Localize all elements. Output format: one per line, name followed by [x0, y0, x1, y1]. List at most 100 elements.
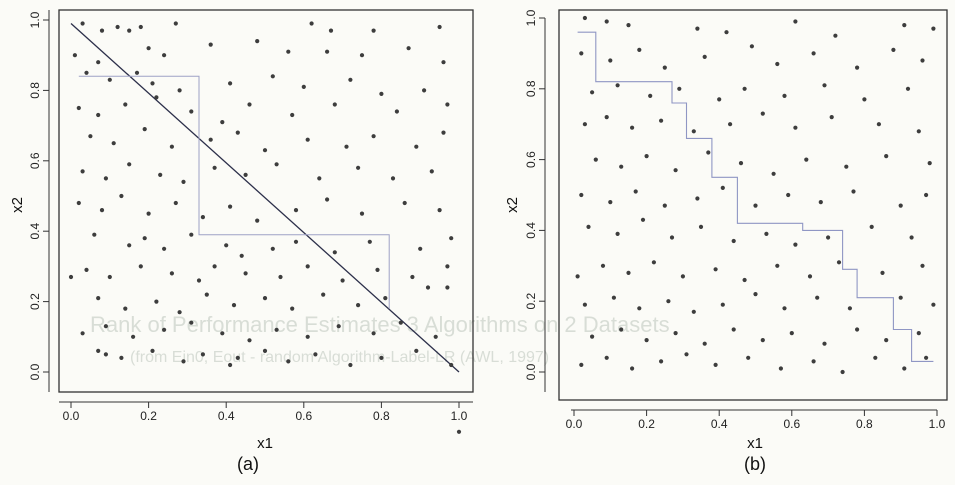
scatter-point [68, 274, 74, 280]
y-tick-label: 1.0 [524, 9, 538, 26]
scatter-point [76, 200, 81, 206]
scatter-point [836, 260, 842, 265]
scatter-point [927, 161, 932, 166]
y-ticks-b: 0.0 0.2 0.4 0.6 0.8 1.0 [524, 9, 545, 380]
scatter-point [169, 271, 174, 276]
scatter-point [630, 366, 635, 371]
scatter-point [88, 134, 93, 139]
scatter-point [590, 90, 595, 95]
scatter-point [706, 150, 711, 155]
x-tick-label: 0.0 [63, 409, 80, 423]
scatter-point [586, 224, 591, 229]
scatter-point [804, 157, 809, 162]
scatter-point [811, 359, 816, 364]
scatter-point [235, 355, 240, 360]
scatter-point [738, 161, 744, 166]
scatter-point [123, 306, 128, 311]
scatter-point [84, 70, 89, 75]
points-b [575, 15, 936, 375]
scatter-point [177, 88, 182, 93]
scatter-point [321, 292, 326, 297]
scatter-point [684, 352, 689, 357]
scatter-point [371, 28, 376, 33]
scatter-point [348, 77, 353, 82]
scatter-point [154, 95, 159, 100]
scatter-point [931, 302, 936, 307]
scatter-point [619, 164, 624, 169]
x-tick-label: 0.8 [373, 409, 390, 423]
scatter-point [293, 239, 299, 244]
scatter-point [305, 264, 310, 269]
y-tick-label: 0.0 [28, 363, 42, 380]
scatter-point [286, 49, 291, 54]
ghost-title: Rank of Performance Estimates 3 Algorith… [90, 312, 670, 337]
scatter-point [604, 19, 609, 24]
scatter-point [637, 47, 642, 53]
scatter-point [162, 246, 167, 251]
scatter-point [651, 260, 657, 265]
scatter-point [359, 53, 365, 58]
scatter-point [305, 137, 310, 142]
scatter-point [414, 144, 419, 149]
y-tick-label: 0.0 [524, 363, 538, 380]
scatter-point [876, 122, 882, 127]
y-tick-label: 0.6 [28, 152, 42, 169]
scatter-point [720, 302, 725, 307]
scatter-point [746, 355, 751, 360]
scatter-point [406, 46, 411, 51]
scatter-point [691, 309, 696, 314]
scatter-point [72, 53, 77, 58]
scatter-point [305, 334, 310, 339]
scatter-point [107, 77, 112, 82]
scatter-point [626, 23, 631, 28]
scatter-point [325, 197, 330, 202]
scatter-point [131, 334, 136, 339]
scatter-point [162, 53, 167, 58]
scatter-point [604, 115, 609, 120]
scatter-point [286, 359, 291, 364]
scatter-point [177, 310, 182, 315]
scatter-point [815, 295, 820, 300]
scatter-point [673, 168, 678, 173]
x-tick-label: 0.2 [140, 409, 157, 423]
scatter-point [379, 91, 384, 96]
scatter-point [142, 236, 147, 241]
scatter-point [760, 111, 765, 116]
scatter-point [255, 39, 260, 44]
scatter-point [822, 83, 827, 88]
scatter-point [134, 70, 140, 75]
x-tick-label: 0.8 [856, 417, 873, 431]
scatter-point [916, 331, 921, 336]
scatter-point [173, 200, 178, 206]
scatter-point [909, 235, 914, 240]
scatter-point [309, 21, 314, 26]
scatter-point [695, 26, 700, 31]
y-ticks-a: 0.0 0.2 0.4 0.6 0.8 1.0 [28, 11, 49, 380]
scatter-point [127, 162, 132, 167]
scatter-point [644, 154, 649, 159]
scatter-point [146, 211, 151, 216]
scatter-point [328, 28, 334, 33]
scatter-point [398, 320, 403, 325]
scatter-point [92, 232, 97, 237]
scatter-point [648, 93, 653, 98]
scatter-point [456, 429, 462, 434]
scatter-point [274, 162, 279, 167]
scatter-point [204, 292, 209, 297]
scatter-point [290, 112, 295, 118]
scatter-point [127, 28, 132, 33]
scatter-point [579, 362, 584, 367]
scatter-point [833, 33, 838, 38]
scatter-point [582, 15, 588, 21]
x-tick-label: 1.0 [451, 409, 468, 423]
scatter-point [437, 208, 442, 213]
y-tick-label: 0.8 [28, 82, 42, 99]
scatter-point [119, 193, 124, 199]
scatter-point [247, 338, 252, 343]
scatter-point [579, 51, 584, 56]
scatter-point [301, 84, 306, 89]
scatter-point [119, 355, 124, 360]
scatter-point [317, 176, 322, 181]
scatter-point [76, 105, 81, 111]
scatter-point [158, 172, 163, 177]
